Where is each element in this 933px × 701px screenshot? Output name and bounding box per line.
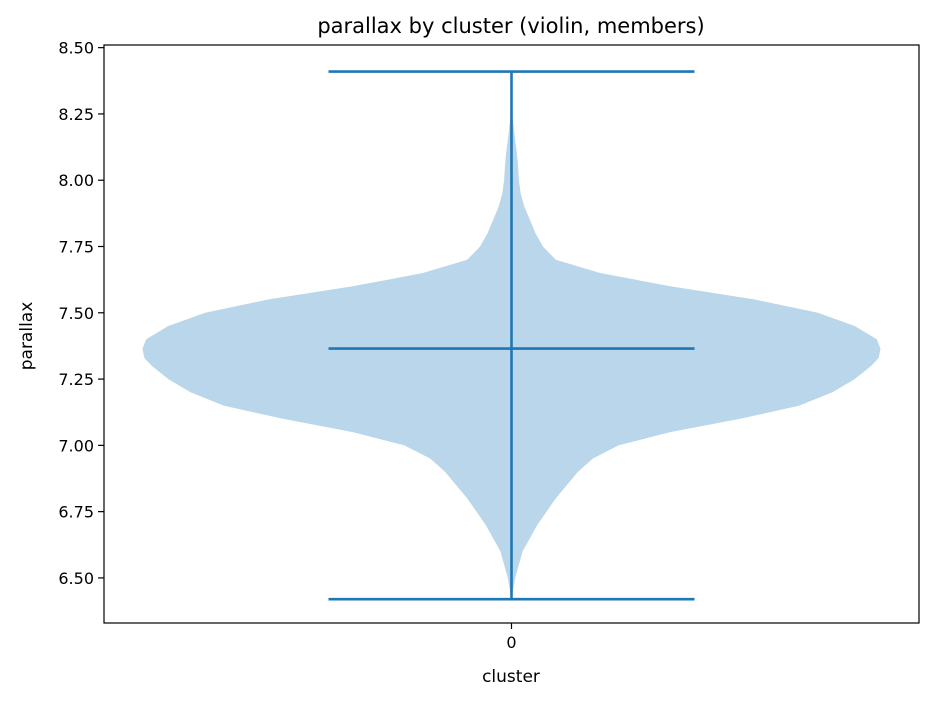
x-tick-label: 0: [506, 633, 516, 652]
x-axis-label: cluster: [482, 667, 540, 687]
y-tick-label: 6.75: [58, 503, 94, 522]
y-tick-label: 7.50: [58, 304, 94, 323]
y-tick-label: 8.25: [58, 105, 94, 124]
y-axis: 6.50 6.75 7.00 7.25 7.50 7.75 8.00 8.25 8.50: [58, 39, 104, 588]
x-axis: 0: [506, 623, 517, 652]
y-tick-label: 6.50: [58, 569, 94, 588]
y-tick-label: 7.00: [58, 436, 94, 455]
y-tick-label: 8.50: [58, 39, 94, 58]
y-tick-label: 7.25: [58, 370, 94, 389]
chart-title: parallax by cluster (violin, members): [317, 14, 704, 38]
y-tick-label: 8.00: [58, 171, 94, 190]
y-tick-label: 7.75: [58, 238, 94, 257]
y-axis-label: parallax: [17, 302, 37, 371]
plot-area: [142, 70, 881, 601]
